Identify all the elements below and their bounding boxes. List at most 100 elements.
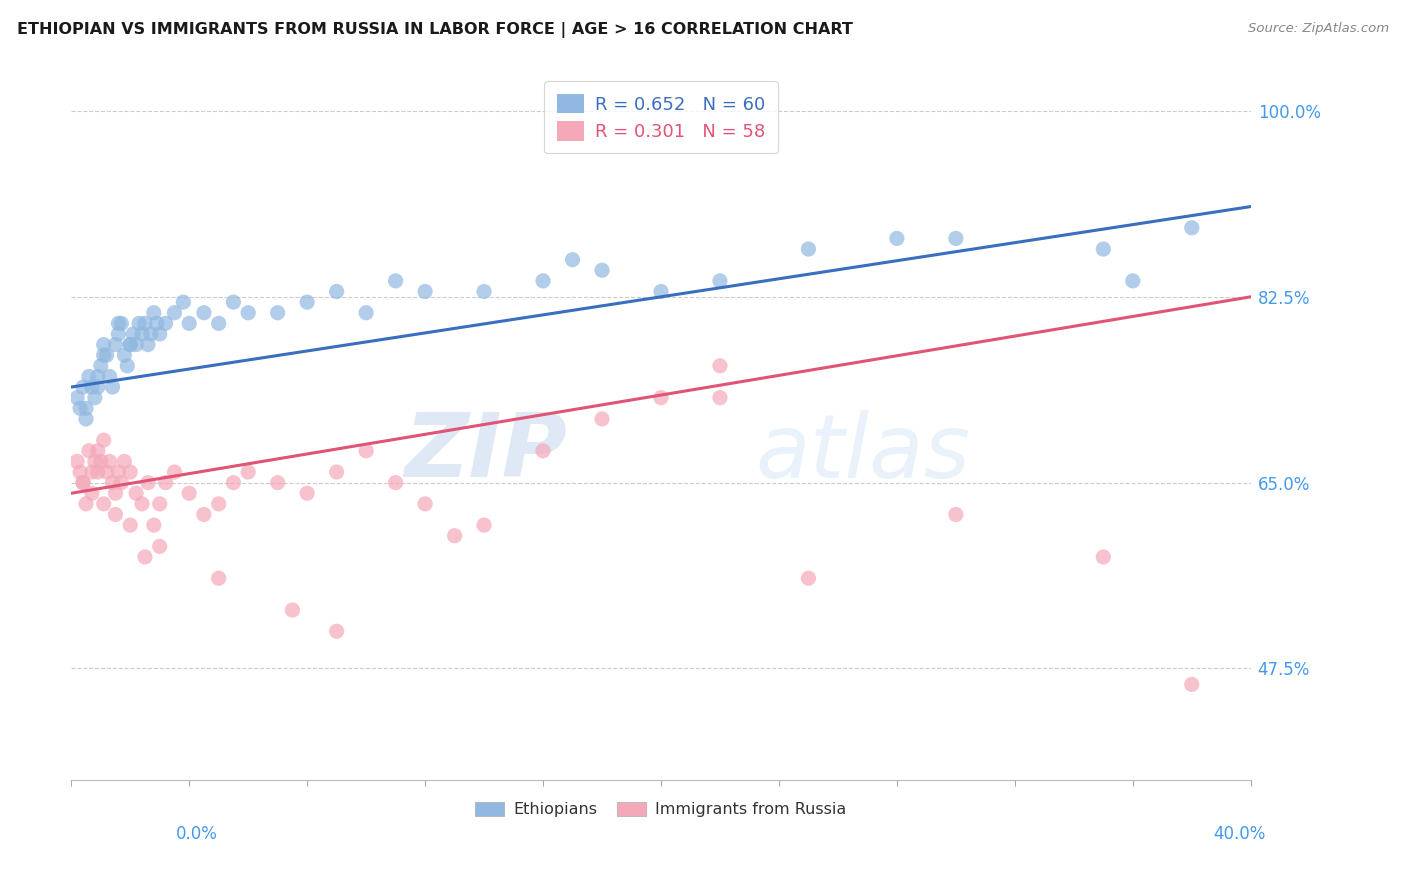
Point [531, 443, 554, 458]
Point [945, 508, 967, 522]
Point [139, 326, 162, 341]
Point [93, 497, 115, 511]
Point [101, 380, 124, 394]
Point [120, 337, 142, 351]
Point [90, 454, 112, 468]
Point [325, 285, 347, 299]
Point [384, 475, 406, 490]
Point [886, 231, 908, 245]
Point [281, 603, 304, 617]
Point [145, 317, 167, 331]
Point [72, 475, 94, 490]
Point [155, 475, 177, 490]
Point [650, 391, 672, 405]
Point [110, 475, 132, 490]
Y-axis label: In Labor Force | Age > 16: In Labor Force | Age > 16 [0, 326, 8, 522]
Point [238, 465, 260, 479]
Point [104, 508, 127, 522]
Point [1092, 242, 1115, 256]
Point [325, 624, 347, 639]
Text: Source: ZipAtlas.com: Source: ZipAtlas.com [1249, 22, 1389, 36]
Point [104, 337, 127, 351]
Point [193, 508, 215, 522]
Point [238, 306, 260, 320]
Point [134, 549, 156, 564]
Point [98, 369, 121, 384]
Point [136, 337, 159, 351]
Point [90, 359, 112, 373]
Point [87, 369, 110, 384]
Point [709, 391, 731, 405]
Point [472, 518, 495, 533]
Text: ETHIOPIAN VS IMMIGRANTS FROM RUSSIA IN LABOR FORCE | AGE > 16 CORRELATION CHART: ETHIOPIAN VS IMMIGRANTS FROM RUSSIA IN L… [17, 22, 853, 38]
Point [72, 475, 94, 490]
Point [797, 242, 820, 256]
Point [77, 369, 100, 384]
Point [797, 571, 820, 585]
Point [443, 529, 465, 543]
Point [149, 497, 172, 511]
Point [531, 274, 554, 288]
Point [80, 486, 103, 500]
Point [136, 475, 159, 490]
Point [384, 274, 406, 288]
Point [96, 465, 118, 479]
Point [131, 326, 153, 341]
Point [142, 518, 165, 533]
Point [1181, 220, 1204, 235]
Point [208, 497, 231, 511]
Point [142, 306, 165, 320]
Text: ZIP: ZIP [404, 409, 567, 496]
Point [120, 518, 142, 533]
Point [1181, 677, 1204, 691]
Point [98, 454, 121, 468]
Point [66, 454, 89, 468]
Point [208, 317, 231, 331]
Point [120, 337, 142, 351]
Point [120, 465, 142, 479]
Point [104, 486, 127, 500]
Point [354, 306, 377, 320]
Point [87, 465, 110, 479]
Point [117, 359, 139, 373]
Point [69, 465, 91, 479]
Point [80, 465, 103, 479]
Point [96, 348, 118, 362]
Point [125, 486, 148, 500]
Point [179, 486, 201, 500]
Point [87, 443, 110, 458]
Point [295, 486, 318, 500]
Point [75, 401, 97, 416]
Point [131, 497, 153, 511]
Point [93, 348, 115, 362]
Point [163, 465, 186, 479]
Point [472, 285, 495, 299]
Point [101, 475, 124, 490]
Point [149, 326, 172, 341]
Point [266, 306, 288, 320]
Text: atlas: atlas [755, 409, 970, 496]
Point [179, 317, 201, 331]
Point [112, 454, 135, 468]
Point [354, 443, 377, 458]
Point [112, 348, 135, 362]
Point [80, 380, 103, 394]
Point [1122, 274, 1144, 288]
Point [72, 380, 94, 394]
Point [650, 285, 672, 299]
Point [945, 231, 967, 245]
Text: 0.0%: 0.0% [176, 825, 218, 843]
Point [193, 306, 215, 320]
Point [83, 454, 105, 468]
Point [87, 380, 110, 394]
Point [222, 475, 245, 490]
Point [83, 391, 105, 405]
Point [75, 412, 97, 426]
Point [107, 317, 129, 331]
Point [222, 295, 245, 310]
Point [128, 317, 150, 331]
Point [208, 571, 231, 585]
Point [561, 252, 583, 267]
Legend: Ethiopians, Immigrants from Russia: Ethiopians, Immigrants from Russia [467, 794, 855, 825]
Point [75, 497, 97, 511]
